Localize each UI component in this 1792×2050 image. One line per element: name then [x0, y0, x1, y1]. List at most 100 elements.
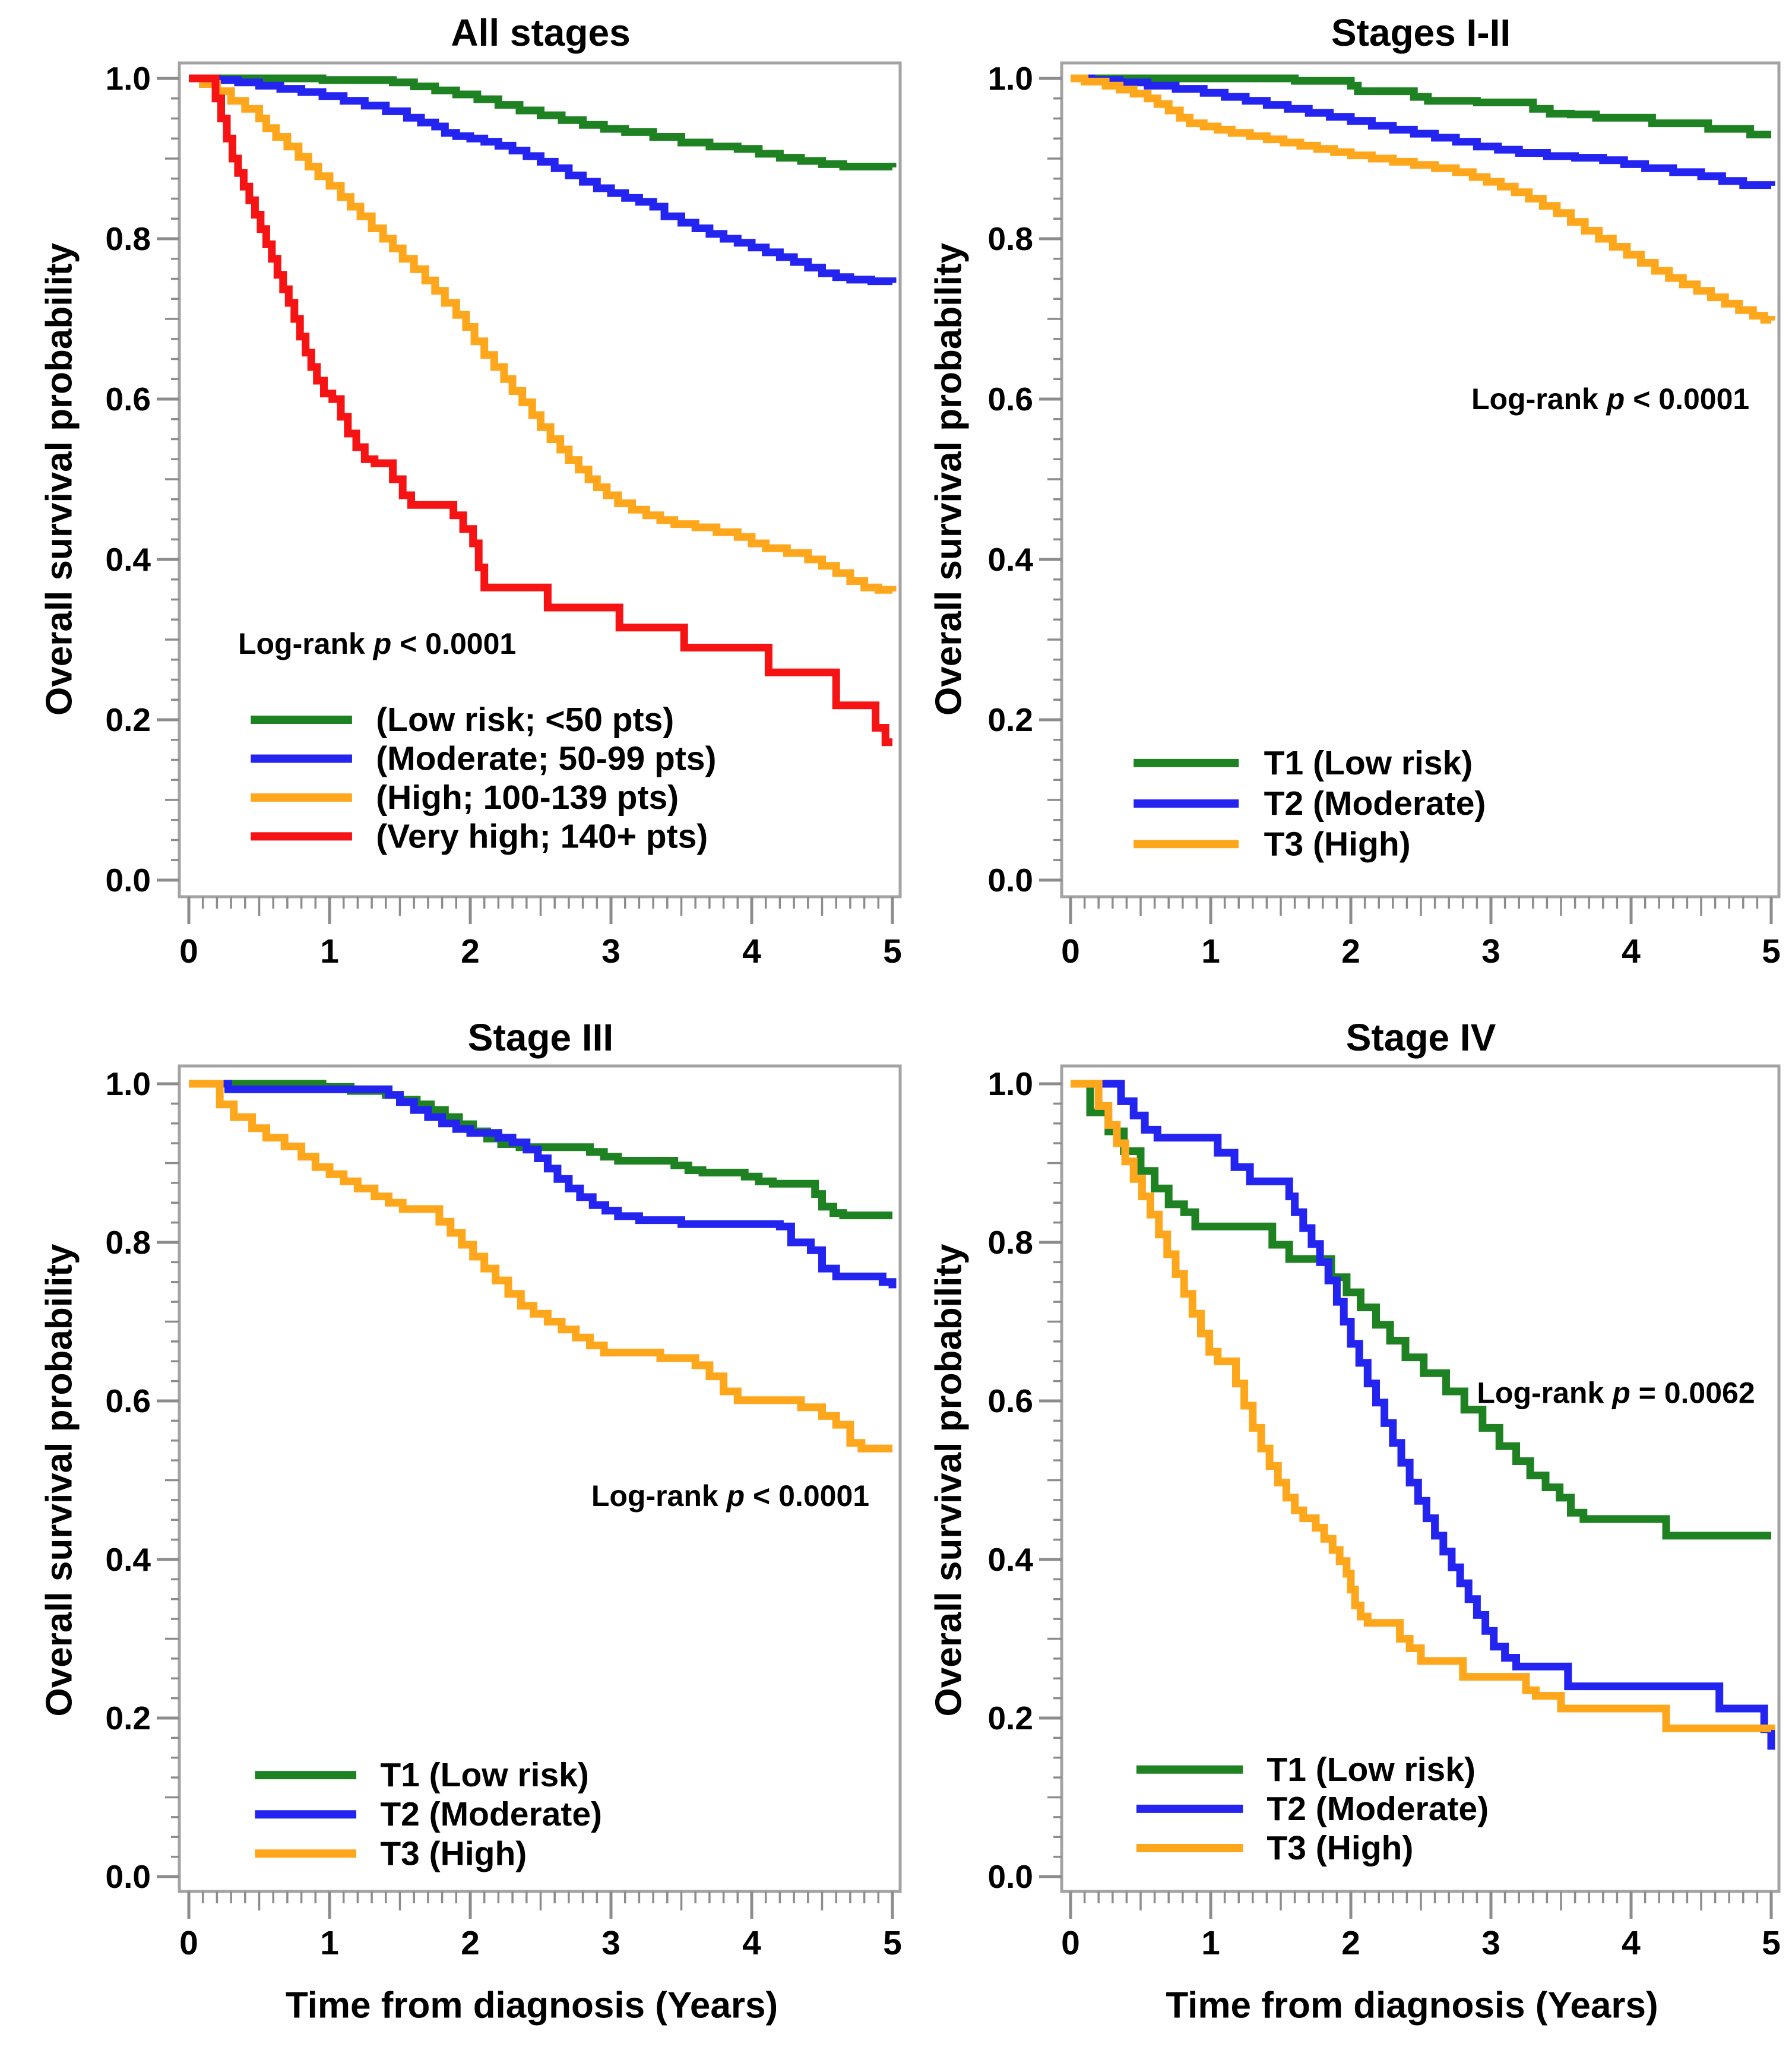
x-tick-label: 2 [461, 1924, 480, 1962]
km-curve-moderate-50-99-pts [189, 74, 897, 286]
legend-label: T3 (High) [1264, 825, 1411, 863]
panel-title: Stages I-II [1331, 11, 1511, 54]
km-curve-t3-high [1071, 1080, 1775, 1732]
x-tick-label: 5 [1762, 932, 1781, 970]
y-tick-label: 0.6 [106, 381, 151, 417]
logrank-suffix: < 0.0001 [1625, 382, 1749, 416]
y-tick-label: 0.2 [988, 701, 1033, 738]
x-tick-label: 3 [1481, 932, 1500, 970]
legend-label: T1 (Low risk) [1267, 1751, 1476, 1789]
y-tick-label: 0.0 [106, 862, 151, 899]
x-tick-label: 2 [1341, 932, 1360, 970]
km-curve-t1-low-risk [1071, 1080, 1771, 1540]
logrank-annotation: Log-rank p < 0.0001 [1471, 382, 1749, 416]
x-axis-title: Time from diagnosis (Years) [1166, 1985, 1658, 2026]
x-tick-label: 0 [1061, 932, 1080, 970]
y-tick-label: 1.0 [988, 1065, 1033, 1102]
y-tick-label: 0.8 [106, 1224, 151, 1261]
y-tick-label: 0.6 [988, 381, 1033, 417]
y-tick-label: 1.0 [988, 60, 1033, 97]
legend-label: T2 (Moderate) [1267, 1790, 1489, 1828]
logrank-suffix: < 0.0001 [745, 1479, 869, 1513]
x-tick-label: 4 [1622, 1924, 1641, 1962]
y-tick-label: 0.8 [988, 1224, 1033, 1261]
y-tick-label: 0.6 [988, 1383, 1033, 1419]
x-tick-label: 4 [1622, 932, 1641, 970]
x-tick-label: 1 [320, 1924, 339, 1962]
y-tick-label: 0.6 [106, 1383, 151, 1419]
km-curve-low-risk-50-pts [189, 74, 897, 170]
legend-label: T3 (High) [1267, 1829, 1413, 1867]
legend-label: (High; 100-139 pts) [376, 779, 679, 817]
x-tick-label: 5 [1762, 1924, 1781, 1962]
logrank-prefix: Log-rank [1471, 382, 1607, 416]
logrank-prefix: Log-rank [238, 627, 373, 660]
x-tick-label: 3 [601, 1924, 620, 1962]
legend-label: (Moderate; 50-99 pts) [376, 739, 716, 777]
km-curve-t2-moderate [1071, 74, 1775, 189]
legend-label: T2 (Moderate) [1264, 784, 1486, 822]
y-tick-label: 0.2 [106, 1700, 151, 1736]
x-tick-label: 0 [1061, 1924, 1080, 1962]
x-tick-label: 1 [320, 932, 339, 970]
x-tick-label: 1 [1201, 932, 1220, 970]
y-tick-label: 0.4 [988, 541, 1034, 578]
km-curve-very-high-140-pts [189, 74, 892, 746]
km-curve-t1-low-risk [1071, 74, 1771, 138]
km-curve-t2-moderate [1071, 1080, 1775, 1750]
panel-all-stages: 0 1 2 3 4 5 1.0 0.8 0.6 0.4 0.2 0.0 All stages Overal… [39, 11, 902, 970]
x-tick-label: 3 [1481, 1924, 1500, 1962]
x-tick-label: 0 [179, 932, 198, 970]
y-tick-label: 0.8 [106, 220, 151, 257]
panel-stages-i-ii: 0 1 2 3 4 5 1.0 0.8 0.6 0.4 0.2 0.0 Stages I-II Overa… [929, 11, 1781, 970]
x-tick-label: 0 [179, 1924, 198, 1962]
km-curve-t3-high [1071, 74, 1775, 324]
x-axis-title: Time from diagnosis (Years) [286, 1985, 778, 2026]
y-axis-title: Overall survival probability [39, 1244, 80, 1716]
y-axis-title: Overall survival probability [929, 1244, 970, 1716]
x-tick-label: 3 [601, 932, 620, 970]
x-tick-label: 4 [742, 932, 761, 970]
y-tick-label: 0.4 [988, 1541, 1034, 1578]
km-curve-high-100-139-pts [189, 74, 897, 594]
legend-label: (Low risk; <50 pts) [376, 701, 674, 739]
x-tick-label: 5 [883, 932, 902, 970]
logrank-p-symbol: p [1606, 382, 1625, 416]
y-axis-title: Overall survival probability [929, 242, 970, 715]
legend-label: T3 (High) [380, 1834, 527, 1872]
logrank-annotation: Log-rank p < 0.0001 [591, 1479, 869, 1513]
y-tick-label: 1.0 [106, 60, 151, 97]
y-tick-label: 0.2 [106, 701, 151, 738]
km-curve-t2-moderate [189, 1080, 897, 1289]
logrank-prefix: Log-rank [1477, 1377, 1612, 1410]
y-tick-label: 0.0 [988, 1858, 1033, 1895]
plot-frame [1060, 61, 1781, 899]
panel-stage-iii: 0 1 2 3 4 5 1.0 0.8 0.6 0.4 0.2 0.0 Stage III Overall… [39, 1016, 902, 2026]
y-tick-label: 0.2 [988, 1700, 1033, 1736]
km-curve-t3-high [189, 1080, 892, 1453]
y-tick-label: 0.4 [106, 541, 151, 578]
logrank-prefix: Log-rank [591, 1479, 727, 1513]
logrank-p-symbol: p [726, 1479, 745, 1513]
x-tick-label: 4 [742, 1924, 761, 1962]
legend-label: T1 (Low risk) [380, 1756, 589, 1794]
panel-stage-iv: 0 1 2 3 4 5 1.0 0.8 0.6 0.4 0.2 0.0 Stage IV Overall … [929, 1016, 1781, 2026]
x-tick-label: 2 [1341, 1924, 1360, 1962]
logrank-p-symbol: p [372, 627, 392, 660]
panel-title: All stages [451, 11, 630, 54]
x-tick-label: 2 [461, 932, 480, 970]
logrank-annotation: Log-rank p < 0.0001 [238, 627, 516, 660]
y-tick-label: 0.0 [106, 1858, 151, 1895]
logrank-suffix: = 0.0062 [1630, 1377, 1755, 1410]
legend-label: (Very high; 140+ pts) [376, 817, 708, 855]
legend-label: T1 (Low risk) [1264, 744, 1473, 782]
panel-title: Stage IV [1346, 1016, 1496, 1059]
y-tick-label: 0.0 [988, 862, 1033, 899]
y-axis-title: Overall survival probability [39, 242, 80, 715]
panel-title: Stage III [468, 1016, 613, 1059]
logrank-annotation: Log-rank p = 0.0062 [1477, 1377, 1755, 1410]
y-tick-label: 1.0 [106, 1065, 151, 1102]
plot-frame [178, 1064, 902, 1893]
